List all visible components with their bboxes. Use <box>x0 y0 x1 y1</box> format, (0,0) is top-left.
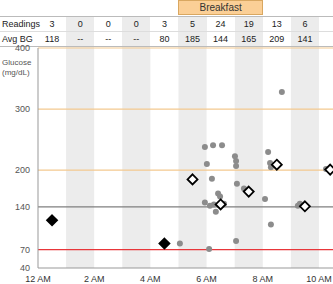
html-text:0: 0 <box>105 19 111 29</box>
html-text:13: 13 <box>271 19 282 29</box>
html-text:3: 3 <box>49 19 55 29</box>
html-text:Breakfast: Breakfast <box>199 2 242 13</box>
svg-text:2 AM: 2 AM <box>84 274 105 284</box>
svg-text:10 AM: 10 AM <box>306 274 325 284</box>
html-text:19: 19 <box>243 19 254 29</box>
html-text:0: 0 <box>77 19 83 29</box>
svg-text:8 AM: 8 AM <box>253 274 274 284</box>
svg-text:70: 70 <box>20 245 30 255</box>
html-text:144: 144 <box>213 34 229 44</box>
html-text:80: 80 <box>159 34 170 44</box>
html-text:Glucose: Glucose <box>2 58 32 67</box>
html-text:185: 185 <box>185 34 200 44</box>
html-text:(mg/dL): (mg/dL) <box>2 68 30 77</box>
svg-text:400: 400 <box>15 43 30 53</box>
svg-text:200: 200 <box>15 165 30 175</box>
html-text:0: 0 <box>133 19 139 29</box>
html-text:6: 6 <box>302 19 308 29</box>
svg-text:140: 140 <box>15 202 30 212</box>
html-text:165: 165 <box>241 34 257 44</box>
html-text:24: 24 <box>215 19 226 29</box>
html-text:118: 118 <box>44 34 60 44</box>
html-text:5: 5 <box>190 19 195 29</box>
svg-text:40: 40 <box>20 263 30 273</box>
svg-text:300: 300 <box>15 104 30 114</box>
html-text:Avg BG: Avg BG <box>2 34 33 44</box>
html-text:3: 3 <box>161 19 167 29</box>
html-text:141: 141 <box>297 34 313 44</box>
html-text:Readings: Readings <box>2 19 40 29</box>
html-text:209: 209 <box>269 34 285 44</box>
svg-text:12 AM: 12 AM <box>25 274 51 284</box>
svg-text:4 AM: 4 AM <box>140 274 161 284</box>
svg-text:6 AM: 6 AM <box>196 274 217 284</box>
